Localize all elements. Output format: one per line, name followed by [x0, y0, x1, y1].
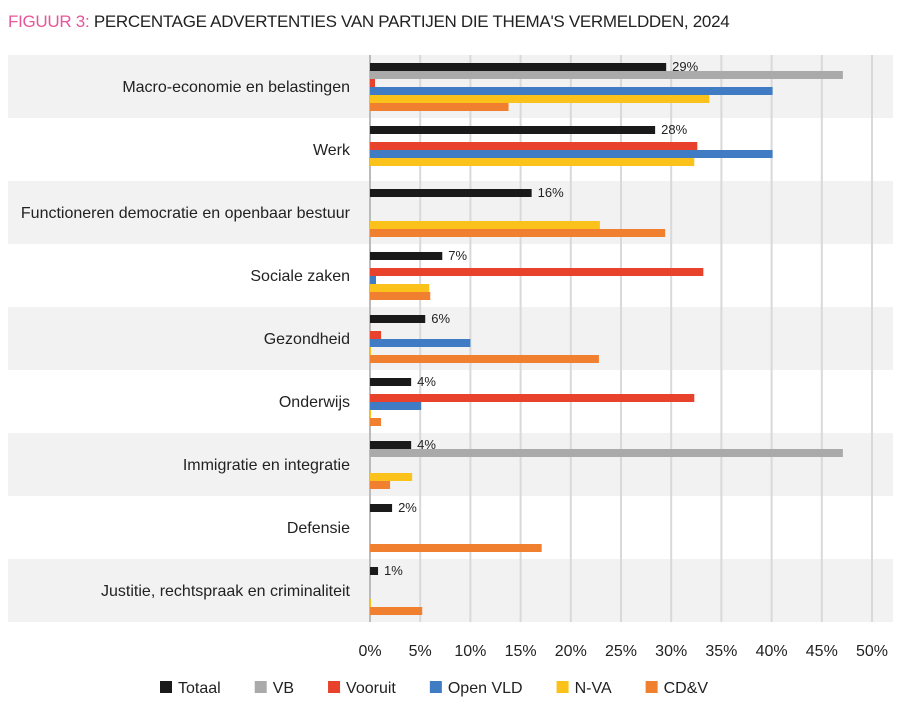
bar-vooruit: [370, 79, 376, 87]
data-label: 7%: [448, 248, 467, 263]
bar-totaal: [370, 378, 412, 386]
bar-cd-v: [370, 103, 509, 111]
bar-n-va: [370, 347, 372, 355]
legend-swatch: [429, 681, 442, 693]
bar-cd-v: [370, 607, 423, 615]
bar-totaal: [370, 441, 412, 449]
x-tick-label: 35%: [705, 643, 737, 660]
bar-open-vld: [370, 339, 471, 347]
title-text: PERCENTAGE ADVERTENTIES VAN PARTIJEN DIE…: [93, 12, 730, 31]
figure-number: FIGUUR 3:: [8, 12, 90, 31]
legend-swatch: [328, 681, 341, 693]
bar-n-va: [370, 410, 372, 418]
legend-label: VB: [273, 680, 294, 697]
bar-vooruit: [370, 142, 698, 150]
x-tick-label: 10%: [454, 643, 486, 660]
chart-title: FIGUUR 3: PERCENTAGE ADVERTENTIES VAN PA…: [8, 12, 730, 32]
bar-n-va: [370, 158, 695, 166]
legend-swatch: [556, 681, 569, 693]
data-label: 4%: [417, 437, 436, 452]
bar-open-vld: [370, 87, 773, 95]
bar-n-va: [370, 284, 430, 292]
row-band: [8, 559, 893, 622]
bar-cd-v: [370, 418, 382, 426]
data-label: 16%: [538, 185, 564, 200]
x-tick-label: 45%: [806, 643, 838, 660]
data-label: 4%: [417, 374, 436, 389]
bar-totaal: [370, 252, 443, 260]
x-tick-label: 30%: [655, 643, 687, 660]
x-tick-label: 5%: [409, 643, 432, 660]
legend-label: CD&V: [664, 680, 709, 697]
bar-vooruit: [370, 331, 382, 339]
bar-n-va: [370, 221, 600, 229]
legend-label: Totaal: [178, 680, 221, 697]
bar-n-va: [370, 95, 710, 103]
legend-label: Open VLD: [448, 680, 523, 697]
data-label: 2%: [398, 500, 417, 515]
bar-cd-v: [370, 355, 599, 363]
bar-n-va: [370, 599, 372, 607]
bar-totaal: [370, 126, 656, 134]
bar-cd-v: [370, 292, 431, 300]
category-label: Sociale zaken: [250, 268, 350, 285]
category-label: Werk: [313, 142, 351, 159]
bar-vooruit: [370, 268, 704, 276]
category-label: Macro-economie en belastingen: [122, 79, 350, 96]
bar-cd-v: [370, 544, 542, 552]
category-label: Functioneren democratie en openbaar best…: [21, 205, 351, 222]
x-tick-label: 50%: [856, 643, 888, 660]
legend-swatch: [645, 681, 658, 693]
bar-open-vld: [370, 276, 377, 284]
bar-vb: [370, 71, 843, 79]
bar-open-vld: [370, 402, 422, 410]
bar-totaal: [370, 63, 667, 71]
legend-swatch: [254, 681, 267, 693]
legend-label: Vooruit: [346, 680, 396, 697]
category-label: Gezondheid: [264, 331, 350, 348]
data-label: 6%: [431, 311, 450, 326]
legend-swatch: [160, 681, 172, 693]
data-label: 29%: [672, 59, 698, 74]
bar-cd-v: [370, 229, 666, 237]
x-tick-label: 25%: [605, 643, 637, 660]
bar-cd-v: [370, 481, 391, 489]
bar-totaal: [370, 504, 393, 512]
data-label: 28%: [661, 122, 687, 137]
category-label: Immigratie en integratie: [183, 457, 350, 474]
row-band: [8, 433, 893, 496]
category-label: Defensie: [287, 520, 350, 537]
bar-vb: [370, 449, 843, 457]
bar-vooruit: [370, 394, 695, 402]
bar-n-va: [370, 473, 413, 481]
bar-totaal: [370, 189, 532, 197]
x-tick-label: 20%: [555, 643, 587, 660]
category-label: Onderwijs: [279, 394, 350, 411]
category-label: Justitie, rechtspraak en criminaliteit: [101, 583, 351, 600]
x-tick-label: 40%: [756, 643, 788, 660]
bar-totaal: [370, 567, 379, 575]
x-tick-label: 15%: [505, 643, 537, 660]
bar-totaal: [370, 315, 426, 323]
bar-open-vld: [370, 150, 773, 158]
data-label: 1%: [384, 563, 403, 578]
legend-label: N-VA: [575, 680, 612, 697]
x-tick-label: 0%: [358, 643, 381, 660]
